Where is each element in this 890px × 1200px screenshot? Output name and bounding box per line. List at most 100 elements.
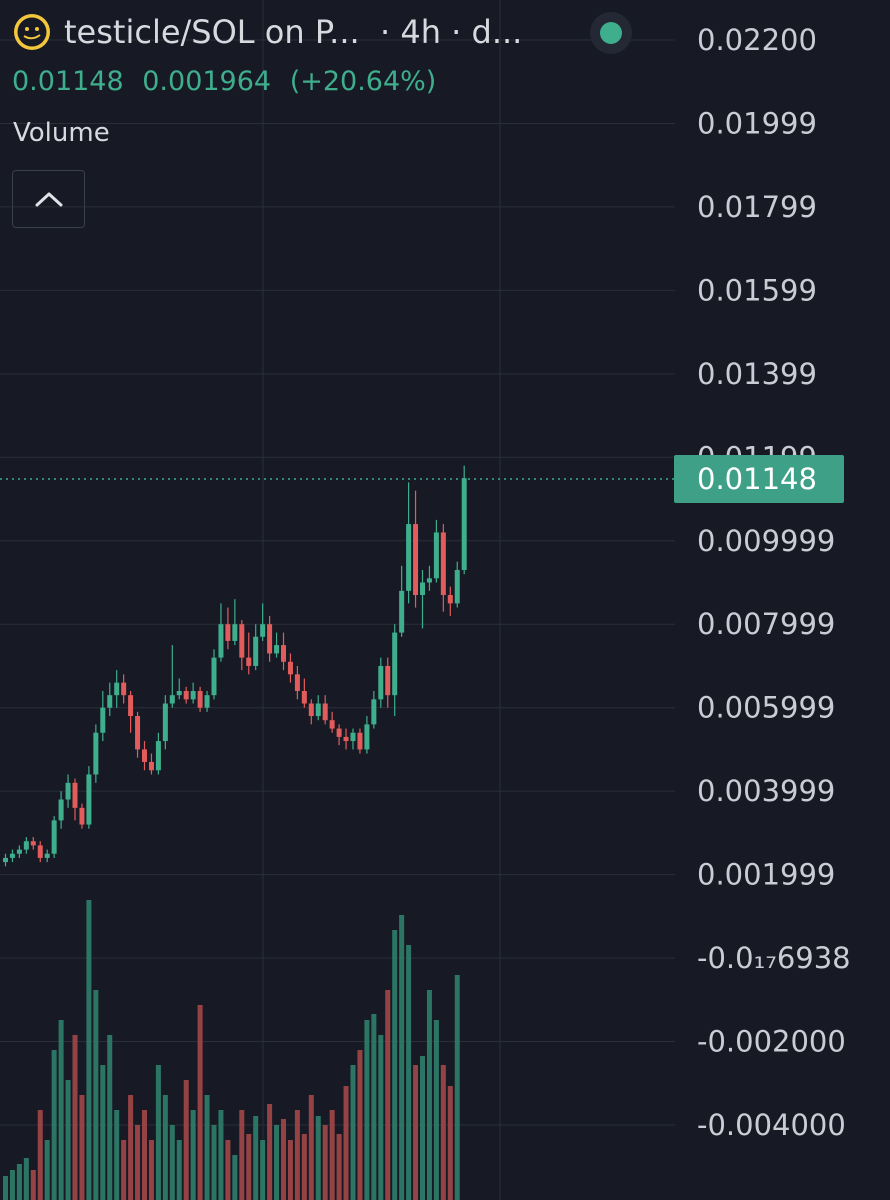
candle	[350, 728, 356, 750]
y-axis-label: 0.005999	[697, 691, 835, 725]
volume-bar	[426, 990, 432, 1200]
candle	[253, 624, 259, 671]
volume-bar	[336, 1134, 342, 1200]
y-axis-label: 0.01399	[697, 357, 817, 391]
candle-body	[169, 695, 175, 704]
y-axis-label: -0.0₁₇6938	[697, 941, 851, 975]
candle-body	[30, 841, 36, 846]
candle	[232, 599, 238, 646]
candle	[135, 711, 141, 758]
candle-body	[420, 582, 425, 596]
candle	[37, 841, 43, 863]
volume-bar	[294, 1110, 300, 1200]
candle-body	[385, 665, 391, 696]
candle-body	[350, 732, 356, 742]
candle-body	[378, 665, 384, 700]
volume-bar	[357, 1050, 363, 1200]
candle	[114, 670, 120, 708]
candle-body	[72, 782, 78, 808]
candle-body	[204, 695, 210, 708]
volume-bar	[218, 1110, 224, 1200]
y-axis-label: 0.01999	[697, 106, 817, 140]
candle	[30, 837, 36, 850]
candle	[294, 665, 300, 700]
volume-indicator-label[interactable]: Volume	[13, 118, 110, 148]
candle-body	[211, 657, 217, 696]
volume-bar	[308, 1095, 314, 1200]
candle	[364, 716, 370, 754]
candle-body	[281, 645, 286, 662]
candle-body	[274, 645, 280, 654]
candle	[440, 524, 446, 612]
candle	[281, 632, 286, 671]
volume-bar	[371, 1014, 377, 1200]
candle-body	[308, 703, 314, 717]
candle-body	[121, 682, 127, 696]
chart-grid	[0, 0, 675, 1200]
candle-body	[100, 707, 106, 733]
candle	[107, 682, 113, 717]
current-price-label: 0.01148	[697, 462, 817, 496]
volume-bar	[107, 1035, 113, 1200]
volume-bar	[65, 1080, 71, 1200]
candle-body	[433, 532, 439, 579]
candle	[155, 732, 161, 775]
candle-body	[3, 857, 8, 863]
last-price: 0.01148	[12, 66, 124, 97]
candle	[72, 778, 78, 821]
candle-body	[239, 624, 245, 658]
volume-bar	[211, 1125, 217, 1200]
candle-body	[107, 695, 113, 708]
chart-header: testicle/SOL on P... · 4h · d...	[12, 12, 522, 52]
candle	[357, 728, 363, 754]
candle	[225, 607, 231, 650]
pair-title[interactable]: testicle/SOL on P... · 4h · d...	[64, 13, 522, 51]
candle-body	[357, 732, 363, 750]
volume-bar	[281, 1119, 286, 1200]
volume-bar	[93, 990, 99, 1200]
candle-body	[392, 632, 398, 696]
candle	[308, 699, 314, 725]
volume-bar	[246, 1134, 252, 1200]
candle-body	[148, 761, 154, 771]
collapse-indicators-button[interactable]	[12, 170, 85, 228]
volume-bar	[183, 1080, 189, 1200]
candle-body	[114, 682, 120, 696]
pair-name: testicle/SOL on P...	[64, 13, 360, 51]
candle	[406, 482, 412, 604]
candle	[301, 678, 307, 708]
volume-bar	[406, 945, 412, 1200]
volume-bar	[399, 915, 405, 1200]
candle	[44, 849, 50, 863]
candle-body	[37, 845, 43, 858]
candle	[260, 603, 266, 641]
price-quote: 0.01148 0.001964 (+20.64%)	[12, 66, 446, 97]
volume-bar	[37, 1110, 43, 1200]
candle	[274, 632, 280, 658]
volume-bar	[100, 1065, 106, 1200]
candle	[239, 620, 245, 671]
candle-body	[253, 636, 259, 666]
status-dot-icon[interactable]	[590, 12, 632, 54]
volume-bar	[128, 1095, 134, 1200]
candle-body	[86, 774, 92, 825]
candle	[378, 657, 384, 708]
candle-body	[364, 724, 370, 750]
candle-body	[440, 532, 446, 596]
candle-body	[9, 853, 15, 858]
candle	[3, 853, 8, 867]
volume-bar	[315, 1116, 321, 1200]
volume-bar	[454, 975, 460, 1200]
y-axis-label: 0.001999	[697, 858, 835, 892]
volume-bar	[420, 1056, 425, 1200]
candle	[86, 766, 92, 829]
candle	[93, 724, 99, 783]
candle-body	[65, 782, 71, 800]
volume-bar	[440, 1065, 446, 1200]
volume-bar	[23, 1158, 29, 1200]
current-price-tag: 0.01148	[674, 455, 844, 504]
volume-bar	[239, 1110, 245, 1200]
candle	[336, 724, 342, 746]
smiley-face-icon[interactable]	[12, 12, 52, 52]
